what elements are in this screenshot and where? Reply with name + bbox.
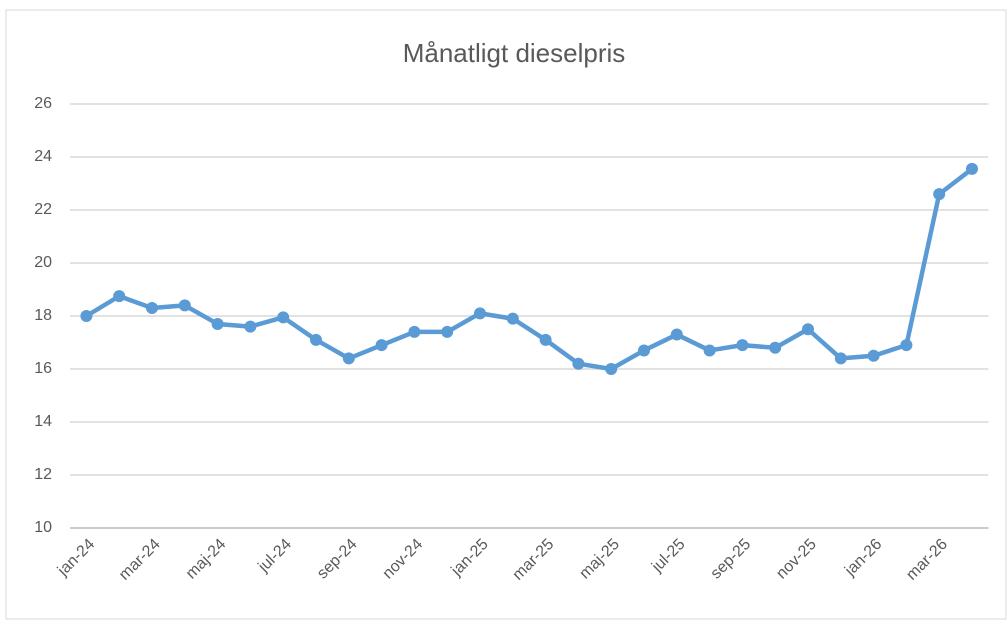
data-point (769, 341, 782, 354)
y-tick-label: 12 (34, 466, 52, 483)
y-tick-label: 22 (34, 201, 52, 218)
data-point (113, 290, 126, 303)
data-point (966, 162, 978, 175)
data-point (244, 320, 257, 333)
data-point (834, 352, 847, 365)
data-point (802, 323, 814, 336)
y-tick-label: 20 (34, 254, 52, 271)
data-point (310, 333, 322, 346)
chart-frame (5, 9, 1007, 620)
data-point (342, 352, 355, 365)
data-line (85, 167, 974, 372)
data-point (80, 310, 93, 322)
y-tick-label: 26 (34, 95, 52, 112)
y-tick-label: 10 (34, 519, 52, 536)
y-tick-label: 18 (34, 307, 52, 324)
data-point (867, 349, 880, 362)
data-point (375, 339, 388, 352)
data-point (703, 344, 716, 357)
data-point (670, 328, 683, 341)
chart-title: Månatligt dieselpris (403, 38, 626, 68)
data-point (572, 357, 585, 370)
data-point (736, 339, 749, 352)
data-point (605, 363, 618, 375)
y-tick-label: 24 (34, 148, 52, 165)
data-point (146, 302, 158, 315)
y-tick-label: 14 (34, 413, 52, 430)
data-point (933, 188, 946, 201)
data-point (211, 317, 224, 330)
data-point (506, 312, 519, 325)
y-tick-label: 16 (34, 360, 52, 377)
data-point (441, 325, 454, 338)
data-point (408, 325, 421, 338)
data-point (178, 299, 191, 312)
data-point (539, 333, 552, 346)
data-point (474, 307, 486, 320)
data-point (638, 344, 650, 357)
data-point (277, 311, 290, 324)
data-point (900, 339, 913, 352)
